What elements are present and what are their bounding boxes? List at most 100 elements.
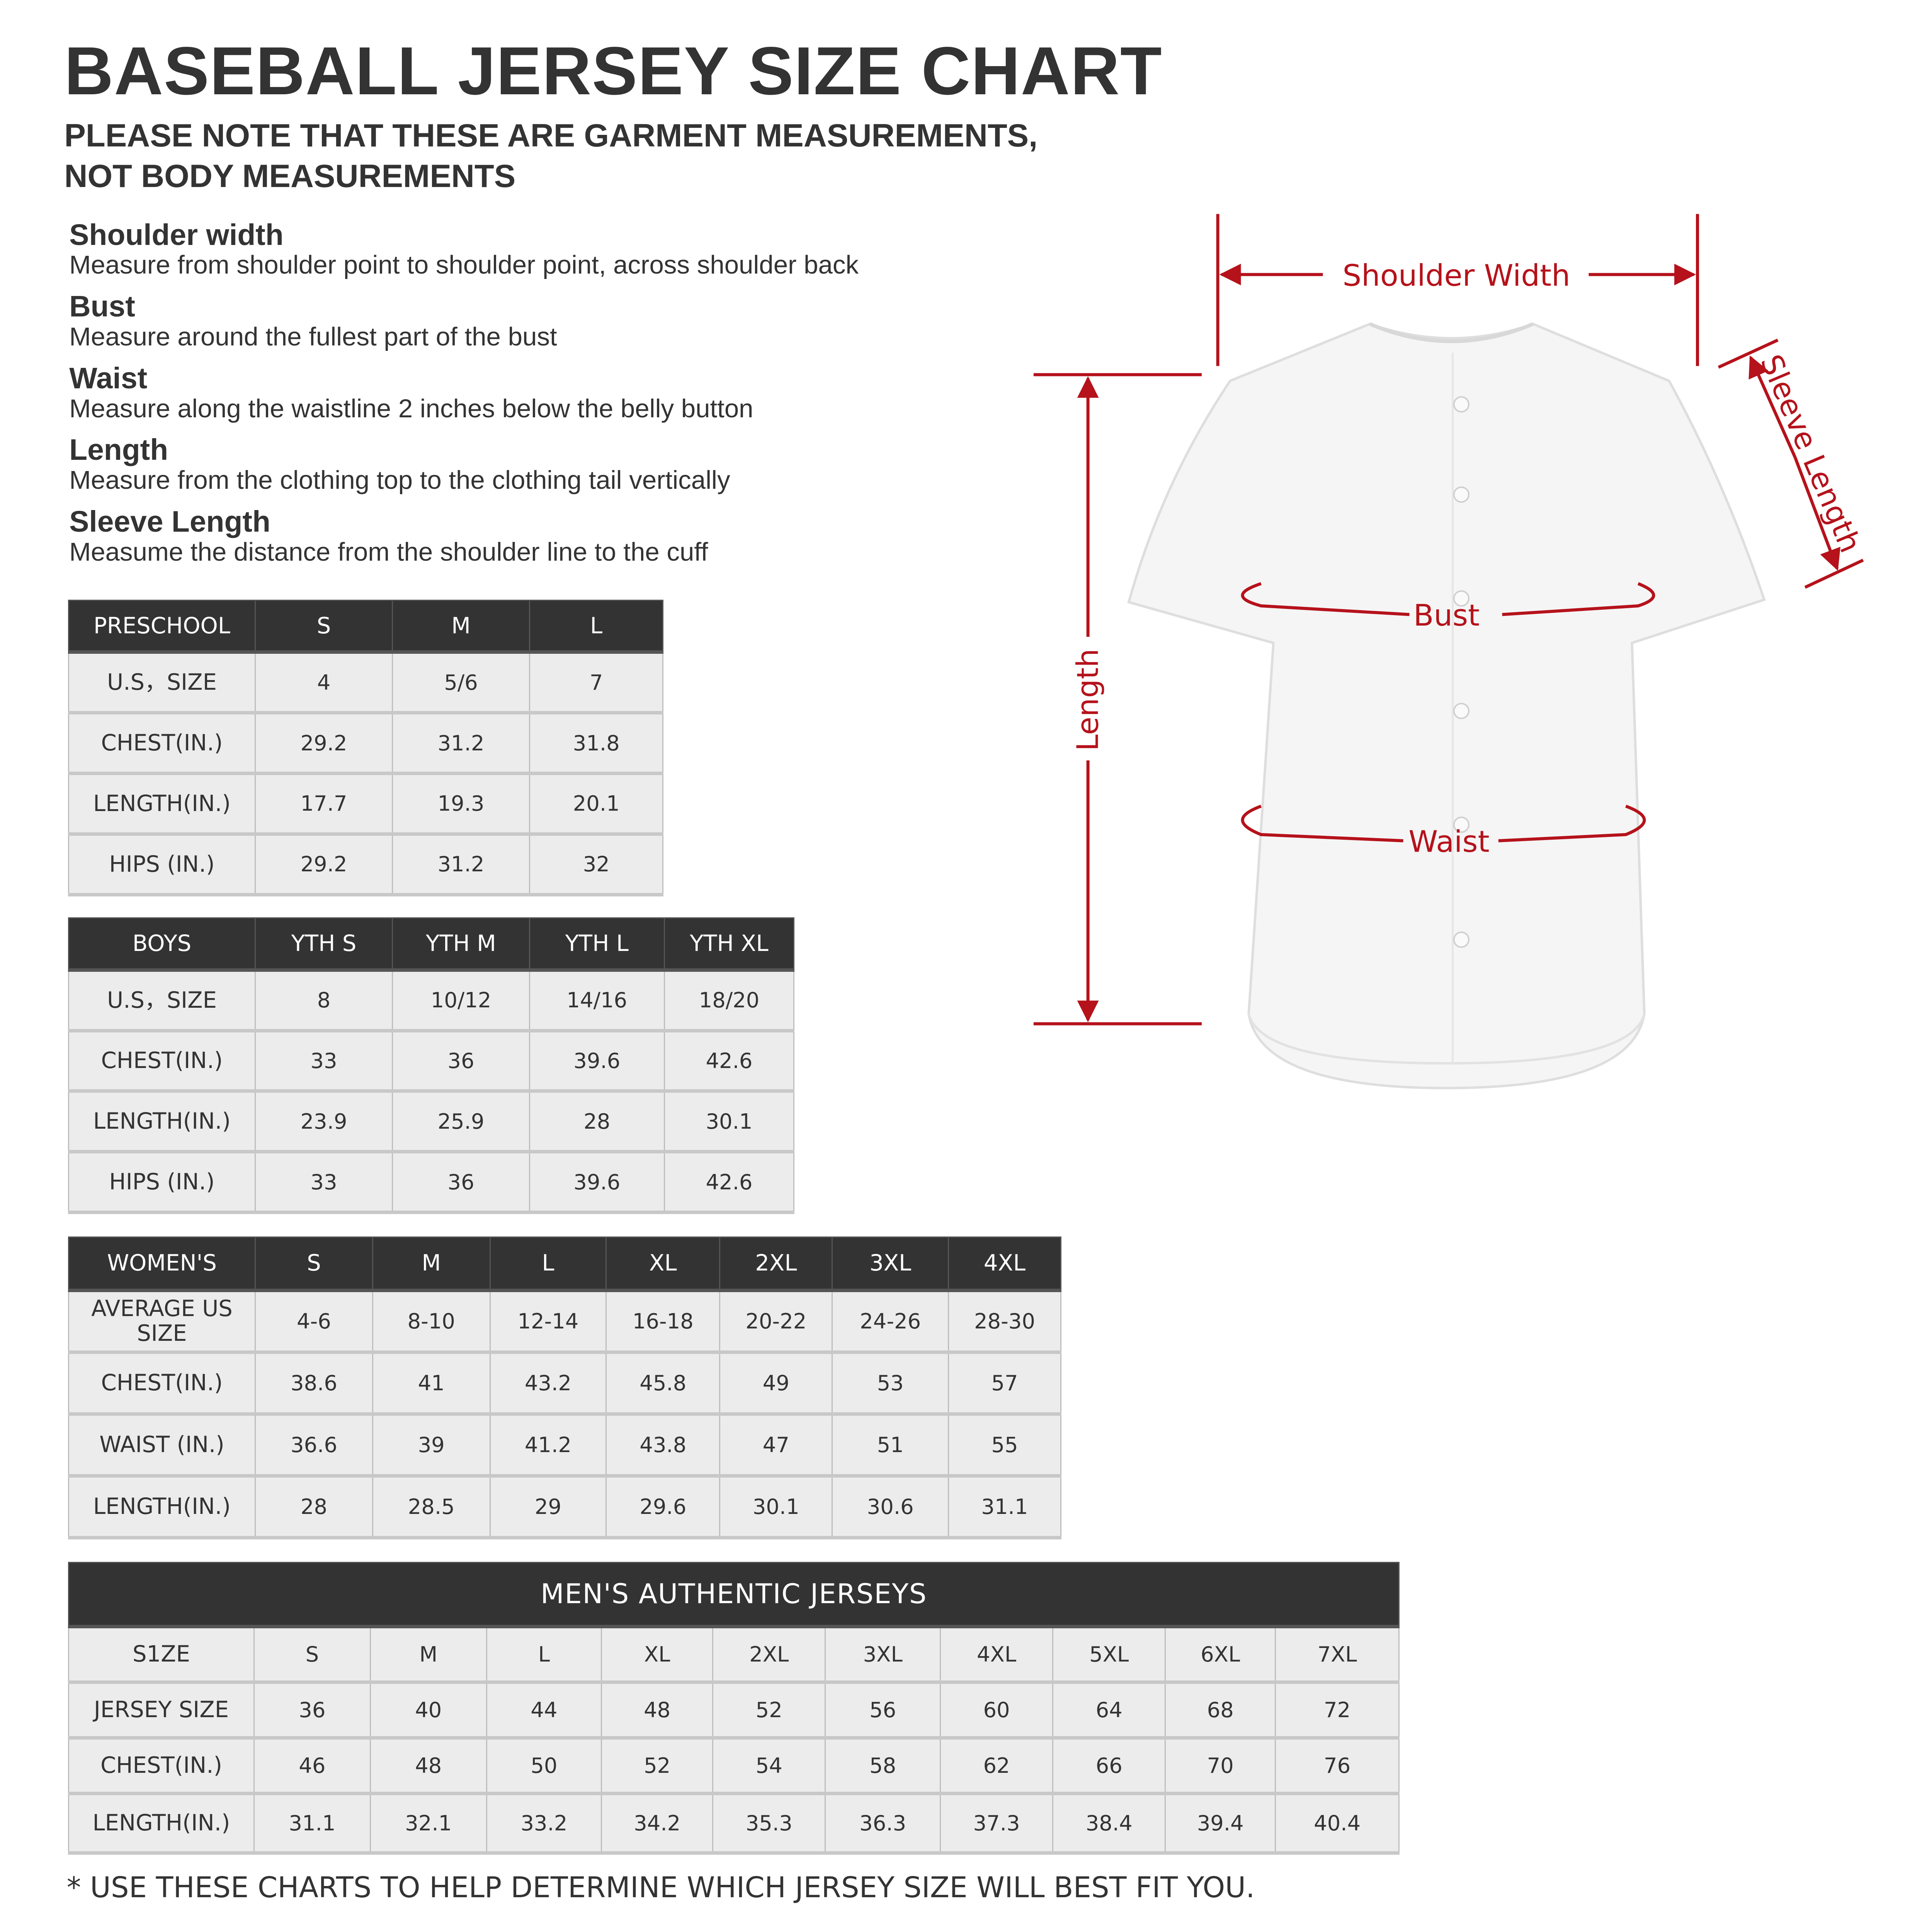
table-cell: 3XL [825, 1626, 941, 1684]
definition-desc: Measure from shoulder point to shoulder … [69, 250, 859, 280]
table-cell: 30.1 [719, 1475, 833, 1539]
table-cell: HIPS (IN.) [68, 1151, 256, 1214]
jersey-illustration [1127, 322, 1766, 1090]
table-cell: S [255, 599, 393, 654]
table-cell: 33 [255, 1030, 393, 1093]
table-cell: 29 [489, 1475, 607, 1539]
table-cell: YTH L [529, 917, 665, 972]
definition-item: Sleeve Length Measume the distance from t… [69, 507, 1009, 568]
table-row: CHEST(IN.) 46 48 50 52 54 58 62 66 70 76 [68, 1737, 1400, 1795]
table-cell: 31.2 [392, 833, 530, 896]
table-cell: 48 [601, 1681, 714, 1740]
jersey-diagram: Shoulder Width Bust Waist Length Sleeve … [1033, 214, 1867, 1090]
table-cell: 4 [255, 651, 393, 715]
table-cell: 45.8 [605, 1351, 721, 1416]
mens-size-table: MEN'S AUTHENTIC JERSEYS S1ZE S M L XL 2XL 3XL 4X… [68, 1561, 1400, 1855]
table-cell: 40 [369, 1681, 487, 1740]
table-cell: 30.6 [832, 1475, 949, 1539]
table-cell: 7 [529, 651, 664, 715]
table-header-row: PRESCHOOL S M L [68, 599, 664, 654]
table-cell: 36.6 [255, 1413, 373, 1478]
table-cell: 62 [939, 1737, 1054, 1795]
table-cell: 31.1 [947, 1475, 1061, 1539]
definition-desc: Measure along the waistline 2 inches bel… [69, 394, 753, 423]
table-cell: 76 [1275, 1737, 1400, 1795]
table-cell: 4XL [939, 1626, 1054, 1684]
table-cell: 42.6 [663, 1151, 795, 1214]
table-cell: YTH M [392, 917, 530, 972]
table-cell: 42.6 [663, 1030, 795, 1093]
length-label: Length [1071, 649, 1105, 751]
womens-size-table: WOMEN'S S M L XL 2XL 3XL 4XL AVERAGE US SIZE 4-6 8… [68, 1236, 1061, 1539]
table-cell: XL [601, 1626, 714, 1684]
table-cell: L [486, 1626, 602, 1684]
table-row: S1ZE S M L XL 2XL 3XL 4XL 5XL 6XL 7XL [68, 1626, 1400, 1684]
table-cell: 24-26 [832, 1289, 949, 1354]
measurement-definitions: Shoulder width Measure from shoulder poin… [69, 220, 1009, 579]
table-row: HIPS (IN.) 29.2 31.2 32 [68, 833, 664, 896]
waist-label: Waist [1408, 825, 1489, 859]
table-cell: HIPS (IN.) [68, 833, 256, 896]
subtitle-line: NOT BODY MEASUREMENTS [64, 158, 516, 194]
table-cell: AVERAGE US SIZE [68, 1289, 256, 1354]
table-cell: CHEST(IN.) [68, 1351, 256, 1416]
table-title-row: MEN'S AUTHENTIC JERSEYS [68, 1561, 1400, 1628]
table-cell: 43.2 [489, 1351, 607, 1416]
table-cell: 39 [372, 1413, 491, 1478]
table-cell: 28 [529, 1090, 665, 1154]
table-cell: CHEST(IN.) [68, 1737, 255, 1795]
table-cell: 48 [369, 1737, 487, 1795]
table-cell: 49 [719, 1351, 833, 1416]
table-cell: WAIST (IN.) [68, 1413, 256, 1478]
table-cell: 17.7 [255, 772, 393, 836]
table-cell: 36 [392, 1030, 530, 1093]
table-cell: 39.4 [1165, 1793, 1276, 1855]
table-cell: 52 [601, 1737, 714, 1795]
table-cell: 2XL [719, 1236, 833, 1292]
table-cell: 35.3 [712, 1793, 826, 1855]
table-cell: 25.9 [392, 1090, 530, 1154]
definition-label: Waist [69, 361, 148, 395]
page-subtitle: PLEASE NOTE THAT THESE ARE GARMENT MEASU… [64, 115, 1103, 197]
table-cell: 19.3 [392, 772, 530, 836]
table-cell: 5/6 [392, 651, 530, 715]
table-cell: U.S，SIZE [68, 651, 256, 715]
table-cell: WOMEN'S [68, 1236, 256, 1292]
table-cell: 52 [712, 1681, 826, 1740]
table-cell: 29.2 [255, 833, 393, 896]
table-cell: CHEST(IN.) [68, 1030, 256, 1093]
table-cell: 34.2 [601, 1793, 714, 1855]
table-row: WAIST (IN.) 36.6 39 41.2 43.8 47 51 55 [68, 1413, 1061, 1478]
definition-desc: Measure from the clothing top to the clo… [69, 466, 730, 495]
table-cell: 64 [1052, 1681, 1166, 1740]
table-cell: 28.5 [372, 1475, 491, 1539]
definition-label: Length [69, 433, 168, 467]
table-cell: 2XL [712, 1626, 826, 1684]
table-cell: L [529, 599, 664, 654]
table-cell: 39.6 [529, 1151, 665, 1214]
table-cell: 5XL [1052, 1626, 1166, 1684]
table-cell: U.S，SIZE [68, 969, 256, 1032]
table-row: U.S，SIZE 8 10/12 14/16 18/20 [68, 969, 795, 1032]
table-cell: 41 [372, 1351, 491, 1416]
table-cell: 33 [255, 1151, 393, 1214]
table-cell: S1ZE [68, 1626, 255, 1684]
table-cell: LENGTH(IN.) [68, 1793, 255, 1855]
table-cell: PRESCHOOL [68, 599, 256, 654]
table-header-row: WOMEN'S S M L XL 2XL 3XL 4XL [68, 1236, 1061, 1292]
table-cell: LENGTH(IN.) [68, 772, 256, 836]
table-cell: 29.6 [605, 1475, 721, 1539]
table-row: CHEST(IN.) 29.2 31.2 31.8 [68, 712, 664, 775]
table-cell: 70 [1165, 1737, 1276, 1795]
table-cell: S [253, 1626, 371, 1684]
table-cell: 57 [947, 1351, 1061, 1416]
table-cell: 55 [947, 1413, 1061, 1478]
table-cell: 28 [255, 1475, 373, 1539]
table-cell: M [372, 1236, 491, 1292]
sleeve-bottom-tick [1804, 558, 1864, 589]
table-cell: JERSEY SIZE [68, 1681, 255, 1740]
table-cell: 44 [486, 1681, 602, 1740]
bust-measure-line [1241, 582, 1655, 616]
table-row: JERSEY SIZE 36 40 44 48 52 56 60 64 68 72 [68, 1681, 1400, 1740]
